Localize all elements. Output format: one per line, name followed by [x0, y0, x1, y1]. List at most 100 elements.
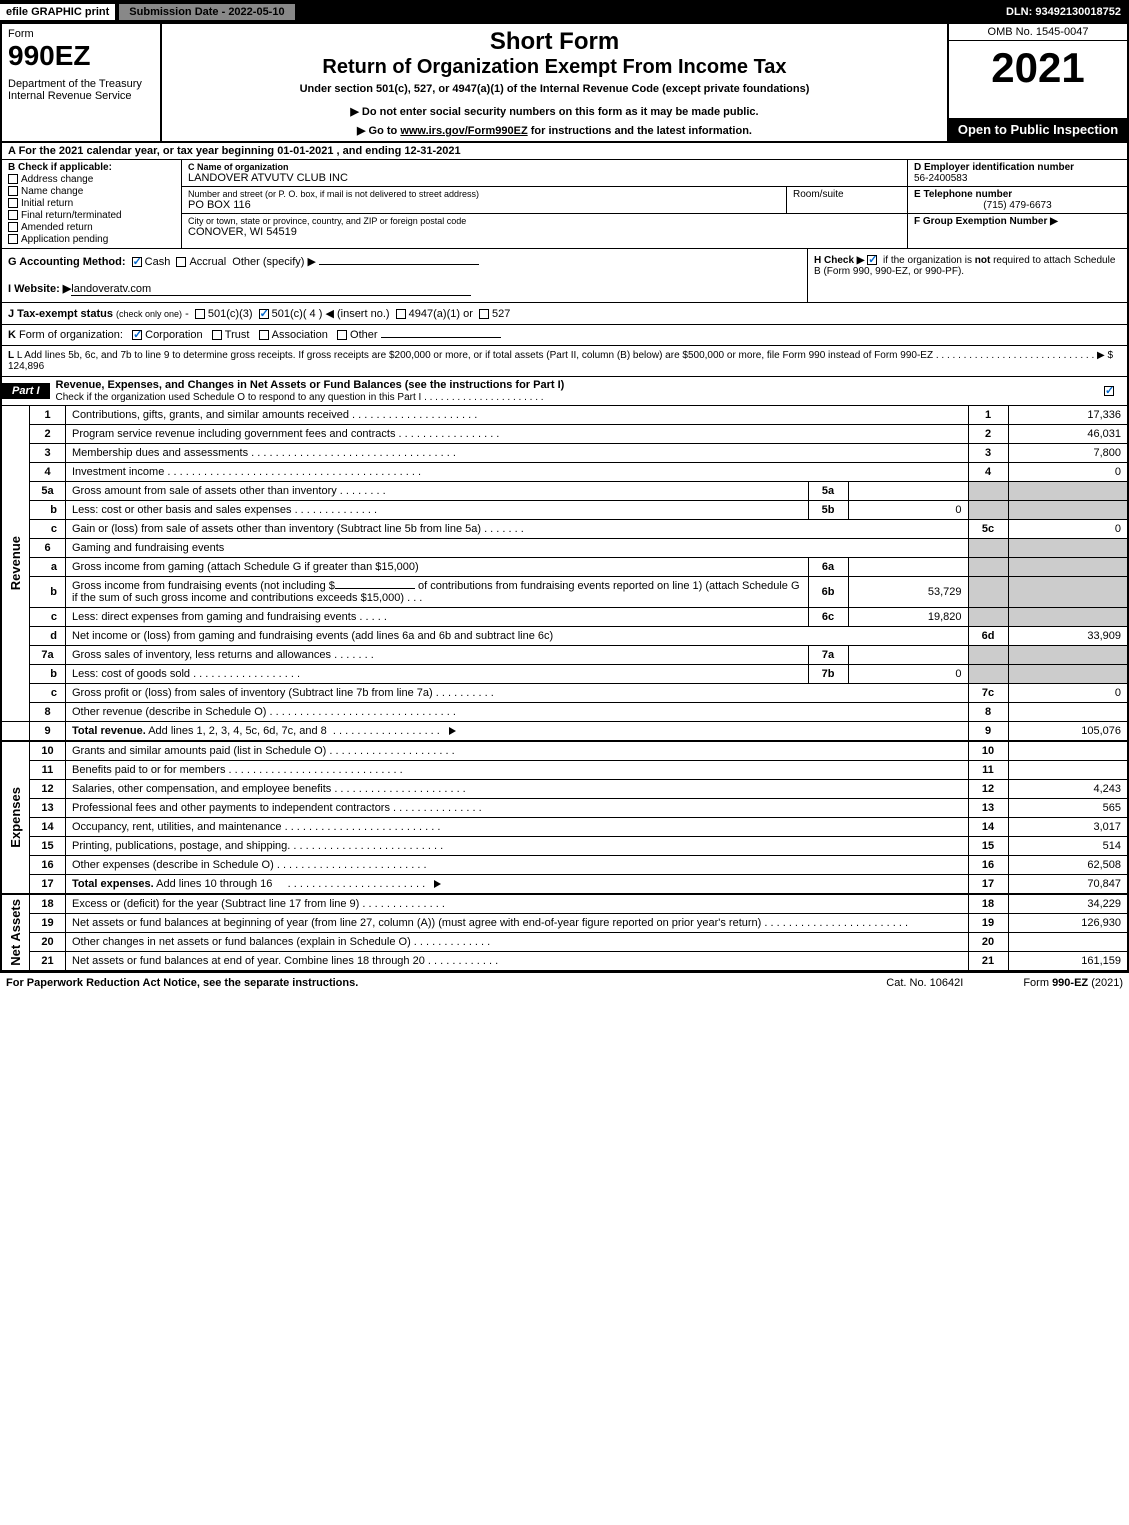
opt-amended-return[interactable]: Amended return — [8, 222, 175, 233]
part1-check[interactable] — [1104, 386, 1114, 396]
header-left: Form 990EZ Department of the Treasury In… — [2, 24, 162, 141]
j-501c[interactable] — [259, 309, 269, 319]
j-4947[interactable] — [396, 309, 406, 319]
line6c-value: 19,820 — [848, 608, 968, 627]
cash-checkbox[interactable] — [132, 257, 142, 267]
line20-value — [1008, 933, 1128, 952]
org-name: LANDOVER ATVUTV CLUB INC — [188, 172, 901, 184]
footer: For Paperwork Reduction Act Notice, see … — [0, 971, 1129, 993]
table-row: bLess: cost of goods sold . . . . . . . … — [1, 665, 1128, 684]
ein-value: 56-2400583 — [914, 173, 1121, 184]
table-row: 15Printing, publications, postage, and s… — [1, 837, 1128, 856]
table-row: 20Other changes in net assets or fund ba… — [1, 933, 1128, 952]
section-a: A For the 2021 calendar year, or tax yea… — [0, 143, 1129, 160]
line6d-value: 33,909 — [1008, 627, 1128, 646]
table-row: cLess: direct expenses from gaming and f… — [1, 608, 1128, 627]
form-label: Form — [8, 28, 154, 40]
inspection-badge: Open to Public Inspection — [949, 118, 1127, 141]
city-value: CONOVER, WI 54519 — [188, 226, 901, 238]
table-row: bLess: cost or other basis and sales exp… — [1, 501, 1128, 520]
table-row: 4Investment income . . . . . . . . . . .… — [1, 463, 1128, 482]
submission-date: Submission Date - 2022-05-10 — [119, 4, 296, 20]
line5b-value: 0 — [848, 501, 968, 520]
k-assoc[interactable] — [259, 330, 269, 340]
department-label: Department of the Treasury Internal Reve… — [8, 78, 154, 102]
table-row: cGross profit or (loss) from sales of in… — [1, 684, 1128, 703]
table-row: Net Assets 18Excess or (deficit) for the… — [1, 894, 1128, 914]
part1-header: Part I Revenue, Expenses, and Changes in… — [0, 377, 1129, 406]
table-row: Revenue 1 Contributions, gifts, grants, … — [1, 406, 1128, 425]
line18-value: 34,229 — [1008, 894, 1128, 914]
table-row: 7aGross sales of inventory, less returns… — [1, 646, 1128, 665]
line10-value — [1008, 741, 1128, 761]
efile-label[interactable]: efile GRAPHIC print — [0, 4, 115, 20]
line14-value: 3,017 — [1008, 818, 1128, 837]
k-corp[interactable] — [132, 330, 142, 340]
d-label: D Employer identification number — [914, 162, 1121, 173]
line6a-value — [848, 558, 968, 577]
line17-value: 70,847 — [1008, 875, 1128, 895]
table-row: aGross income from gaming (attach Schedu… — [1, 558, 1128, 577]
line21-value: 161,159 — [1008, 952, 1128, 971]
line6b-value: 53,729 — [848, 577, 968, 608]
expenses-label: Expenses — [8, 787, 23, 848]
row-gh: G Accounting Method: Cash Accrual Other … — [0, 249, 1129, 303]
line4-value: 0 — [1008, 463, 1128, 482]
table-row: 2Program service revenue including gover… — [1, 425, 1128, 444]
under-section: Under section 501(c), 527, or 4947(a)(1)… — [170, 83, 939, 95]
row-k: K Form of organization: Corporation Trus… — [0, 325, 1129, 346]
line3-value: 7,800 — [1008, 444, 1128, 463]
lines-table: Revenue 1 Contributions, gifts, grants, … — [0, 406, 1129, 971]
j-527[interactable] — [479, 309, 489, 319]
opt-name-change[interactable]: Name change — [8, 186, 175, 197]
city-label: City or town, state or province, country… — [188, 216, 901, 226]
table-row: 12Salaries, other compensation, and empl… — [1, 780, 1128, 799]
table-row: 17Total expenses. Add lines 10 through 1… — [1, 875, 1128, 895]
row-j: J Tax-exempt status (check only one) - 5… — [0, 303, 1129, 325]
e-label: E Telephone number — [914, 189, 1121, 200]
table-row: cGain or (loss) from sale of assets othe… — [1, 520, 1128, 539]
line8-value — [1008, 703, 1128, 722]
line15-value: 514 — [1008, 837, 1128, 856]
table-row: 5aGross amount from sale of assets other… — [1, 482, 1128, 501]
tax-year: 2021 — [949, 41, 1127, 118]
k-trust[interactable] — [212, 330, 222, 340]
cat-no: Cat. No. 10642I — [886, 977, 963, 989]
opt-address-change[interactable]: Address change — [8, 174, 175, 185]
line1-value: 17,336 — [1008, 406, 1128, 425]
table-row: 3Membership dues and assessments . . . .… — [1, 444, 1128, 463]
street-label: Number and street (or P. O. box, if mail… — [188, 189, 780, 199]
form-ref: Form 990-EZ (2021) — [1023, 977, 1123, 989]
part1-label: Part I — [2, 383, 50, 399]
section-b-left: B Check if applicable: Address change Na… — [2, 160, 182, 248]
table-row: bGross income from fundraising events (n… — [1, 577, 1128, 608]
accrual-checkbox[interactable] — [176, 257, 186, 267]
form-header: Form 990EZ Department of the Treasury In… — [0, 24, 1129, 143]
goto-note: ▶ Go to www.irs.gov/Form990EZ for instru… — [170, 124, 939, 137]
j-501c3[interactable] — [195, 309, 205, 319]
table-row: 14Occupancy, rent, utilities, and mainte… — [1, 818, 1128, 837]
omb-number: OMB No. 1545-0047 — [949, 24, 1127, 41]
k-other[interactable] — [337, 330, 347, 340]
ssn-note: ▶ Do not enter social security numbers o… — [170, 105, 939, 118]
f-label: F Group Exemption Number ▶ — [914, 216, 1121, 227]
h-box: H Check ▶ if the organization is not req… — [807, 249, 1127, 302]
table-row: 11Benefits paid to or for members . . . … — [1, 761, 1128, 780]
section-b: B Check if applicable: Address change Na… — [0, 160, 1129, 249]
website-value[interactable]: landoveratv.com — [71, 283, 151, 295]
line13-value: 565 — [1008, 799, 1128, 818]
gross-receipts-value: 124,896 — [8, 361, 44, 372]
top-bar: efile GRAPHIC print Submission Date - 20… — [0, 0, 1129, 24]
row-l: L L Add lines 5b, 6c, and 7b to line 9 t… — [0, 346, 1129, 377]
g-label: G Accounting Method: — [8, 256, 126, 268]
opt-initial-return[interactable]: Initial return — [8, 198, 175, 209]
c-label: C Name of organization — [188, 162, 901, 172]
opt-application-pending[interactable]: Application pending — [8, 234, 175, 245]
room-suite-label: Room/suite — [787, 187, 907, 213]
opt-final-return[interactable]: Final return/terminated — [8, 210, 175, 221]
line19-value: 126,930 — [1008, 914, 1128, 933]
h-checkbox[interactable] — [867, 255, 877, 265]
irs-link[interactable]: www.irs.gov/Form990EZ — [400, 125, 527, 137]
revenue-label: Revenue — [8, 536, 23, 590]
part1-title: Revenue, Expenses, and Changes in Net As… — [50, 377, 1094, 405]
